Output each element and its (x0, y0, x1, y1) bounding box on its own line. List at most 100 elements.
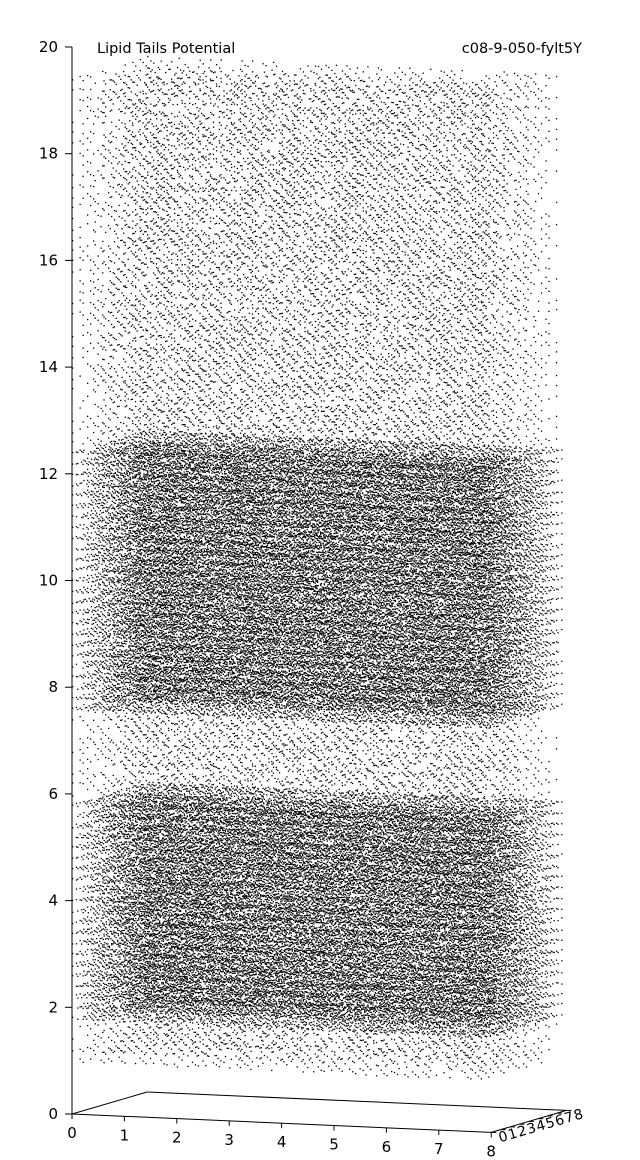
data-point (459, 1031, 460, 1032)
data-point (271, 1070, 272, 1071)
data-point (472, 1027, 473, 1028)
data-point (101, 1060, 102, 1061)
data-point (337, 1058, 338, 1059)
data-point (425, 1027, 426, 1028)
data-point (372, 1018, 373, 1019)
data-point (482, 1030, 483, 1031)
data-point (145, 1017, 146, 1018)
data-point (249, 1058, 250, 1059)
data-point (280, 1016, 281, 1017)
data-point (545, 1035, 546, 1036)
data-point (321, 1070, 322, 1071)
data-point (193, 1032, 194, 1033)
data-point (233, 1015, 234, 1016)
data-point (346, 1032, 347, 1033)
data-point (96, 1012, 97, 1013)
data-point (175, 1044, 176, 1045)
data-point (283, 1035, 284, 1036)
data-point (265, 1017, 266, 1018)
data-point (492, 1033, 493, 1034)
data-point (229, 1019, 230, 1020)
data-point (453, 1034, 454, 1035)
data-point (443, 1039, 444, 1040)
data-point (428, 1033, 429, 1034)
data-point (298, 1057, 299, 1058)
data-point (422, 1032, 423, 1033)
data-point (243, 1031, 244, 1032)
data-point (147, 1014, 148, 1015)
data-point (489, 1027, 490, 1028)
data-point (448, 1025, 449, 1026)
data-point (153, 1034, 154, 1035)
data-point (470, 1078, 471, 1079)
data-point (437, 1024, 438, 1025)
data-point (402, 1030, 403, 1031)
data-point (433, 1041, 434, 1042)
data-point (480, 1030, 481, 1031)
data-point (177, 1037, 178, 1038)
data-point (453, 1024, 454, 1025)
data-point (358, 1023, 359, 1024)
data-point (401, 1026, 402, 1027)
data-point (240, 1050, 241, 1051)
data-point (464, 1062, 465, 1063)
data-point (389, 1022, 390, 1023)
data-point (214, 1042, 215, 1043)
data-point (387, 1034, 388, 1035)
data-point (134, 1006, 135, 1007)
data-point (211, 1019, 212, 1020)
data-point (336, 1066, 337, 1067)
data-point (407, 1076, 408, 1077)
data-point (138, 1017, 139, 1018)
data-point (388, 1034, 389, 1035)
data-point (383, 1051, 384, 1052)
data-point (189, 1016, 190, 1017)
data-point (478, 1048, 479, 1049)
data-point (321, 1038, 322, 1039)
data-point (463, 1063, 464, 1064)
data-point (251, 1023, 252, 1024)
data-point (473, 1052, 474, 1053)
data-point (103, 1015, 104, 1016)
data-point (143, 1032, 144, 1033)
data-point (195, 1032, 196, 1033)
data-point (80, 1049, 81, 1050)
data-point (297, 1044, 298, 1045)
data-point (334, 1051, 335, 1052)
data-point (354, 1052, 355, 1053)
data-point (277, 1057, 278, 1058)
data-point (238, 1048, 239, 1049)
data-point (231, 1049, 232, 1050)
data-point (268, 1048, 269, 1049)
data-point (363, 1025, 364, 1026)
data-point (305, 1025, 306, 1026)
data-point (491, 1051, 492, 1052)
data-point (390, 1027, 391, 1028)
data-point (339, 1036, 340, 1037)
data-point (156, 1013, 157, 1014)
data-point (363, 1031, 364, 1032)
data-point (432, 1034, 433, 1035)
data-point (347, 1028, 348, 1029)
data-point (340, 1017, 341, 1018)
data-point (466, 1055, 467, 1056)
data-point (111, 1016, 112, 1017)
data-point (355, 1073, 356, 1074)
data-point (265, 1036, 266, 1037)
data-point (116, 1023, 117, 1024)
data-point (501, 1031, 502, 1032)
data-point (508, 1067, 509, 1068)
data-point (138, 1038, 139, 1039)
data-point (259, 1047, 260, 1048)
data-point (470, 1046, 471, 1047)
data-point (496, 1056, 497, 1057)
data-point (481, 1037, 482, 1038)
data-point (415, 1021, 416, 1022)
data-point (259, 1017, 260, 1018)
data-point (371, 1022, 372, 1023)
data-point (373, 1020, 374, 1021)
data-point (143, 1016, 144, 1017)
data-point (221, 1042, 222, 1043)
data-point (124, 1014, 125, 1015)
data-point (414, 1051, 415, 1052)
